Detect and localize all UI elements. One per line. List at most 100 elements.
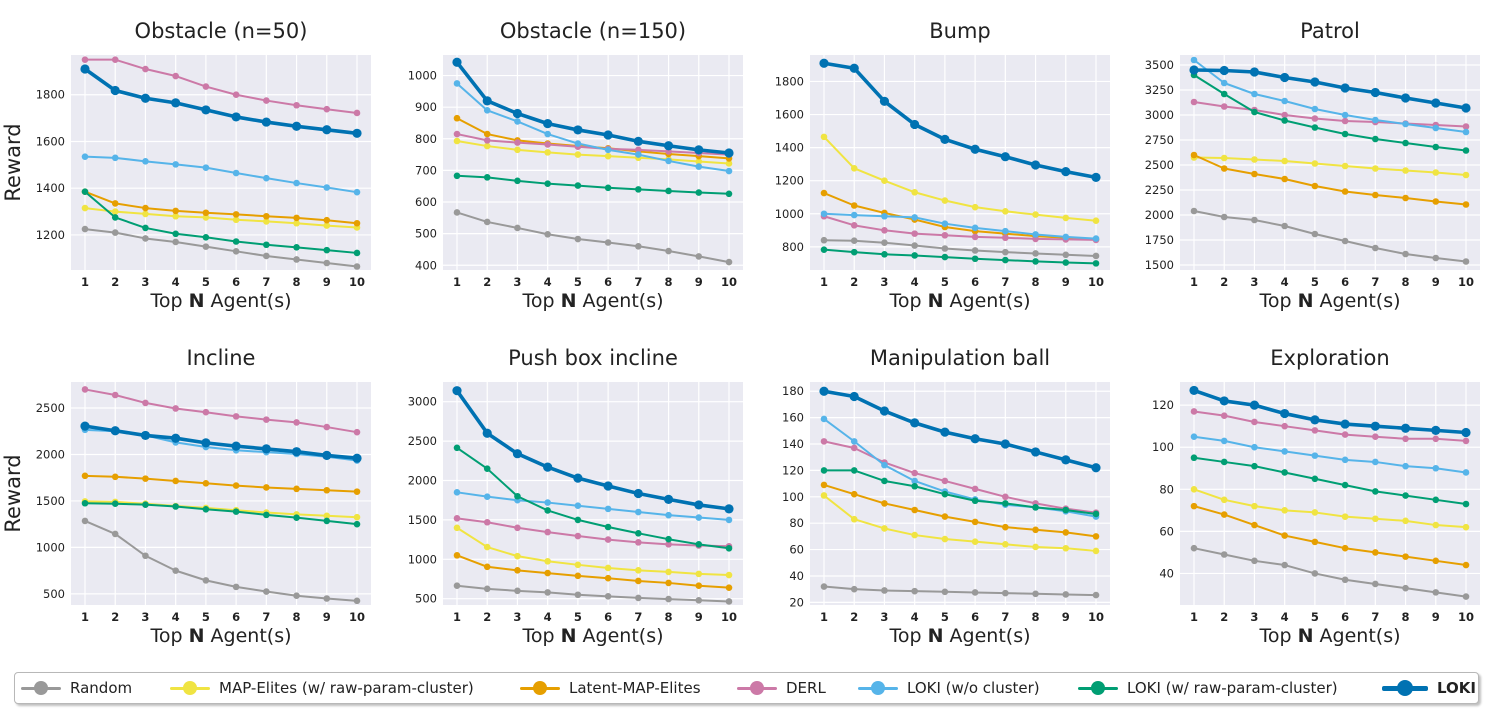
data-point [574, 532, 582, 540]
data-point [911, 587, 918, 595]
data-point [1281, 117, 1288, 124]
data-point [1462, 123, 1470, 130]
x-tick-label: 2 [850, 610, 858, 624]
data-point [574, 561, 582, 569]
data-point [544, 589, 551, 596]
data-point [293, 179, 300, 187]
data-point [353, 109, 361, 117]
data-point [323, 512, 331, 520]
data-point [1251, 557, 1258, 565]
subplot-2: 400 500 600 700 800 900 1000 1 2 3 4 5 6 7 8 9 10 Obstacl… [408, 19, 743, 312]
data-point [665, 579, 672, 587]
series-random [820, 583, 1100, 599]
data-point [1032, 231, 1039, 238]
data-point [820, 236, 828, 244]
data-point [725, 571, 733, 579]
data-point [1092, 235, 1100, 242]
data-point [881, 500, 888, 507]
series-line [456, 140, 730, 165]
data-point [231, 441, 241, 451]
x-axis-label: Top N Agent(s) [149, 625, 291, 647]
data-point [353, 263, 361, 270]
data-point [911, 482, 918, 490]
data-point [941, 535, 949, 543]
data-point [323, 216, 331, 224]
data-point [941, 245, 949, 252]
data-point [881, 477, 888, 485]
series-line [456, 554, 730, 589]
data-point [1032, 504, 1039, 511]
data-point [293, 485, 300, 493]
x-tick-label: 10 [349, 610, 365, 624]
data-point [1280, 408, 1290, 419]
data-point [1281, 97, 1288, 105]
series-line [456, 491, 730, 521]
x-tick-label: 4 [544, 275, 552, 289]
data-point [604, 523, 612, 531]
data-point [1281, 175, 1288, 183]
data-point [1000, 439, 1010, 449]
data-point [1091, 463, 1101, 473]
x-tick-label: 7 [1001, 610, 1009, 624]
data-point [514, 224, 521, 232]
data-point [232, 248, 240, 255]
data-point [1310, 415, 1320, 425]
x-tick-label: 6 [971, 275, 979, 289]
data-point [1219, 65, 1229, 76]
y-tick-label: 1200 [36, 228, 65, 242]
data-point [971, 224, 979, 232]
data-point [171, 98, 181, 108]
data-point [201, 438, 211, 448]
subplot-title: Obstacle (n=150) [500, 19, 686, 43]
data-point [665, 535, 672, 543]
x-tick-label: 9 [323, 275, 331, 289]
series-loki-w-raw-param-cluster- [820, 467, 1100, 518]
data-point [1311, 230, 1319, 238]
data-point [81, 499, 89, 507]
data-point [1002, 523, 1009, 531]
data-point [911, 188, 918, 196]
data-point [635, 539, 642, 546]
data-point [1220, 154, 1228, 162]
x-tick-label: 9 [1062, 275, 1070, 289]
data-point [514, 587, 521, 595]
subplot-title: Patrol [1300, 19, 1360, 43]
data-point [452, 57, 462, 67]
data-point [544, 499, 551, 506]
data-point [850, 585, 858, 593]
data-point [1311, 570, 1319, 577]
data-point [202, 209, 210, 217]
data-point [1341, 237, 1349, 245]
data-point [140, 430, 151, 441]
x-tick-label: 7 [1001, 275, 1009, 289]
data-point [1372, 244, 1379, 252]
series-line [84, 228, 358, 268]
data-point [604, 536, 612, 543]
y-tick-label: 500 [415, 227, 437, 241]
y-tick-label: 3250 [1145, 83, 1174, 97]
data-point [202, 83, 210, 90]
data-point [142, 235, 149, 242]
data-point [1030, 447, 1041, 457]
data-point [1341, 544, 1349, 552]
y-tick-label: 1600 [36, 134, 65, 148]
series-line [1193, 488, 1467, 529]
y-tick-label: 2500 [1145, 158, 1174, 172]
data-point [1372, 433, 1379, 440]
data-point [1402, 517, 1409, 525]
data-point [111, 500, 119, 508]
y-tick-label: 2250 [1145, 183, 1174, 197]
data-point [941, 197, 949, 204]
x-tick-label: 2 [483, 610, 491, 624]
series-line [1193, 210, 1467, 263]
series-line [823, 215, 1097, 241]
x-tick-label: 7 [634, 275, 642, 289]
x-tick-label: 2 [483, 275, 491, 289]
subplot-8: 40 60 80 100 120 1 2 3 4 5 6 7 8 9 10 Exploration Top N … [1152, 346, 1480, 647]
series-line [456, 174, 730, 195]
data-point [1062, 251, 1070, 259]
data-point [1402, 194, 1409, 202]
data-point [725, 516, 733, 524]
data-point [453, 130, 461, 138]
legend-item-loki: LOKI [1382, 673, 1476, 703]
